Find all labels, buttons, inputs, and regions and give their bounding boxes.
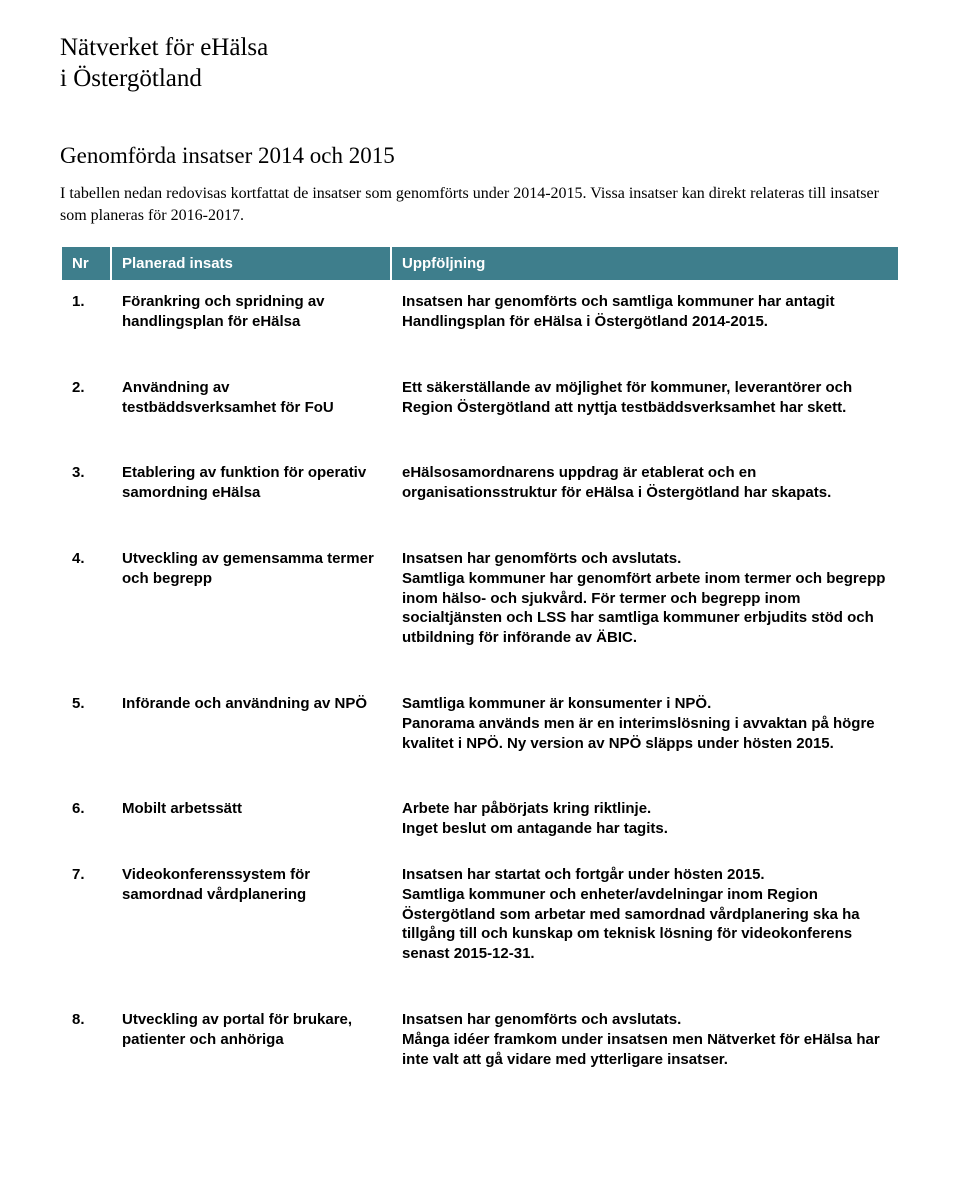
insatser-table: Nr Planerad insats Uppföljning 1.Förankr…	[60, 245, 900, 1081]
cell-insats: Videokonferenssystem för samordnad vårdp…	[111, 854, 391, 999]
table-body: 1.Förankring och spridning av handlingsp…	[61, 281, 899, 1080]
section-title: Genomförda insatser 2014 och 2015	[60, 143, 900, 169]
cell-nr: 7.	[61, 854, 111, 999]
cell-insats: Utveckling av portal för brukare, patien…	[111, 999, 391, 1080]
table-row: 4.Utveckling av gemensamma termer och be…	[61, 538, 899, 683]
table-row: 6.Mobilt arbetssättArbete har påbörjats …	[61, 788, 899, 854]
table-row: 7.Videokonferenssystem för samordnad vår…	[61, 854, 899, 999]
table-row: 5.Införande och användning av NPÖSamtlig…	[61, 683, 899, 788]
cell-nr: 1.	[61, 281, 111, 367]
cell-insats: Utveckling av gemensamma termer och begr…	[111, 538, 391, 683]
table-row: 1.Förankring och spridning av handlingsp…	[61, 281, 899, 367]
cell-nr: 2.	[61, 367, 111, 453]
page-header: Nätverket för eHälsa i Östergötland	[60, 32, 900, 95]
cell-nr: 5.	[61, 683, 111, 788]
cell-insats: Förankring och spridning av handlingspla…	[111, 281, 391, 367]
cell-uppfoljning: Insatsen har genomförts och samtliga kom…	[391, 281, 899, 367]
table-row: 2.Användning av testbäddsverksamhet för …	[61, 367, 899, 453]
header-line-2: i Östergötland	[60, 65, 202, 92]
cell-nr: 4.	[61, 538, 111, 683]
cell-uppfoljning: eHälsosamordnarens uppdrag är etablerat …	[391, 452, 899, 538]
col-header-insats: Planerad insats	[111, 246, 391, 281]
cell-nr: 6.	[61, 788, 111, 854]
cell-nr: 8.	[61, 999, 111, 1080]
table-row: 8.Utveckling av portal för brukare, pati…	[61, 999, 899, 1080]
table-header-row: Nr Planerad insats Uppföljning	[61, 246, 899, 281]
cell-insats: Mobilt arbetssätt	[111, 788, 391, 854]
cell-uppfoljning: Ett säkerställande av möjlighet för komm…	[391, 367, 899, 453]
table-row: 3.Etablering av funktion för operativ sa…	[61, 452, 899, 538]
cell-insats: Införande och användning av NPÖ	[111, 683, 391, 788]
cell-uppfoljning: Insatsen har startat och fortgår under h…	[391, 854, 899, 999]
col-header-nr: Nr	[61, 246, 111, 281]
intro-paragraph: I tabellen nedan redovisas kortfattat de…	[60, 183, 900, 228]
col-header-uppfoljning: Uppföljning	[391, 246, 899, 281]
cell-uppfoljning: Insatsen har genomförts och avslutats.Må…	[391, 999, 899, 1080]
cell-insats: Användning av testbäddsverksamhet för Fo…	[111, 367, 391, 453]
cell-nr: 3.	[61, 452, 111, 538]
header-line-1: Nätverket för eHälsa	[60, 34, 268, 61]
cell-insats: Etablering av funktion för operativ samo…	[111, 452, 391, 538]
cell-uppfoljning: Insatsen har genomförts och avslutats.Sa…	[391, 538, 899, 683]
cell-uppfoljning: Samtliga kommuner är konsumenter i NPÖ.P…	[391, 683, 899, 788]
cell-uppfoljning: Arbete har påbörjats kring riktlinje.Ing…	[391, 788, 899, 854]
